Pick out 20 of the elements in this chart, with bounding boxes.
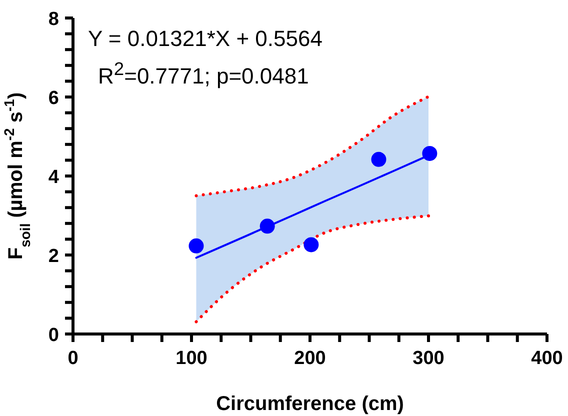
line-series xyxy=(194,214,430,324)
x-tick-label: 200 xyxy=(294,348,326,369)
point xyxy=(188,238,204,254)
y-tick-label: 2 xyxy=(48,246,59,267)
point xyxy=(260,218,275,234)
point xyxy=(371,152,386,167)
y-tick-label: 8 xyxy=(48,9,59,30)
annotation: R$^{2}$=0.7771; p=0.0481 xyxy=(98,58,309,90)
y-tick-label: 0 xyxy=(48,325,59,346)
y-tick-label: 4 xyxy=(48,167,60,188)
annotation: Y = 0.01321*X + 0.5564 xyxy=(88,26,322,52)
x-tick-label: 300 xyxy=(412,348,444,369)
x-axis-title: Circumference (cm) xyxy=(216,393,404,415)
x-tick-label: 400 xyxy=(531,348,563,369)
point xyxy=(304,237,319,252)
y-tick-label: 6 xyxy=(48,88,59,109)
line-series xyxy=(194,95,430,198)
point xyxy=(422,146,438,161)
x-tick-label: 0 xyxy=(68,348,78,369)
x-tick-label: 100 xyxy=(176,348,208,369)
